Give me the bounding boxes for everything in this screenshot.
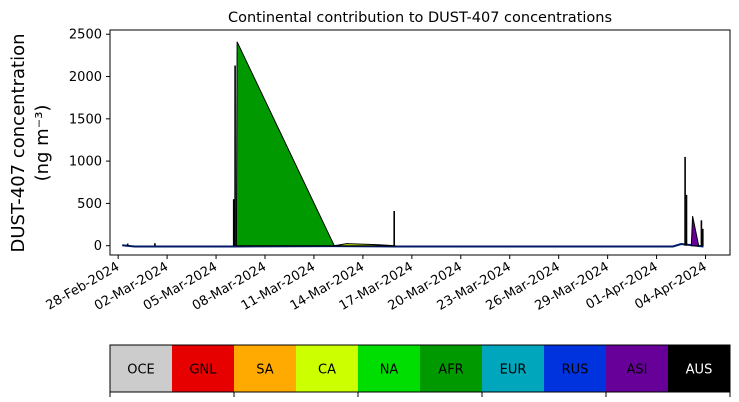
legend-colorbar: OCE GNL SA CA NA AFR EUR RUS ASI AUS (109, 344, 731, 397)
area-afr (235, 41, 336, 247)
legend-label-rus: RUS (562, 363, 589, 378)
legend-swatch-aus (668, 345, 730, 392)
area-asi (690, 215, 700, 247)
y-tick-label: 500 (77, 197, 102, 212)
y-axis-label-line1: DUST-407 concentration (8, 33, 29, 252)
y-tick-label: 2500 (69, 28, 102, 43)
legend-swatch-gnl (172, 345, 234, 392)
area-ca (334, 243, 396, 247)
chart-title: Continental contribution to DUST-407 con… (228, 10, 612, 26)
y-tick-label: 1000 (69, 155, 102, 170)
y-tick-label: 0 (94, 239, 102, 254)
legend-swatch-na (358, 345, 420, 392)
plot-frame (109, 29, 731, 256)
y-axis: 0 500 1000 1500 2000 2500 (69, 28, 110, 254)
legend-swatch-rus (544, 345, 606, 392)
legend-label-gnl: GNL (189, 363, 217, 378)
legend-label-asi: ASI (627, 363, 648, 378)
legend-label-oce: OCE (127, 363, 155, 378)
legend-swatch-sa (234, 345, 296, 392)
y-tick-label: 1500 (69, 112, 102, 127)
legend-swatch-oce (110, 345, 172, 392)
legend-label-sa: SA (256, 363, 273, 378)
legend-swatch-ca (296, 345, 358, 392)
y-axis-label: DUST-407 concentration (ng m⁻³) (8, 33, 53, 252)
legend-label-aus: AUS (686, 363, 713, 378)
y-tick-label: 2000 (69, 70, 102, 85)
legend-swatch-asi (606, 345, 668, 392)
plot-area (122, 41, 704, 248)
legend-frame (109, 344, 731, 393)
x-axis: 28-Feb-202402-Mar-202405-Mar-202408-Mar-… (44, 255, 710, 314)
legend-label-ca: CA (318, 363, 336, 378)
y-axis-label-line2: (ng m⁻³) (32, 105, 53, 182)
legend-label-na: NA (380, 363, 399, 378)
legend-swatch-eur (482, 345, 544, 392)
baseline-series (122, 242, 704, 248)
legend-label-eur: EUR (500, 363, 527, 378)
legend-label-afr: AFR (438, 363, 463, 378)
legend-swatch-afr (420, 345, 482, 392)
